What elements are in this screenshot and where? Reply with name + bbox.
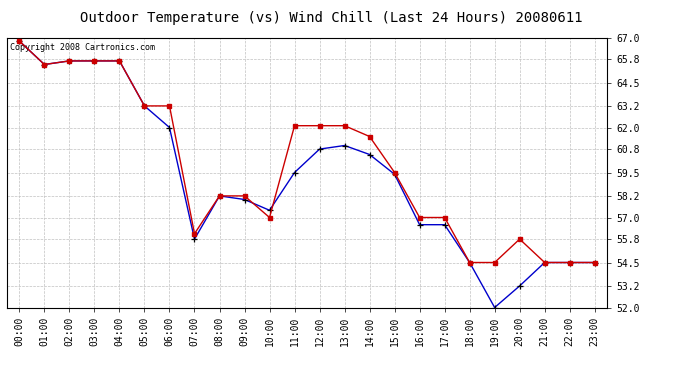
Text: Copyright 2008 Cartronics.com: Copyright 2008 Cartronics.com (10, 43, 155, 52)
Text: Outdoor Temperature (vs) Wind Chill (Last 24 Hours) 20080611: Outdoor Temperature (vs) Wind Chill (Las… (80, 11, 582, 25)
